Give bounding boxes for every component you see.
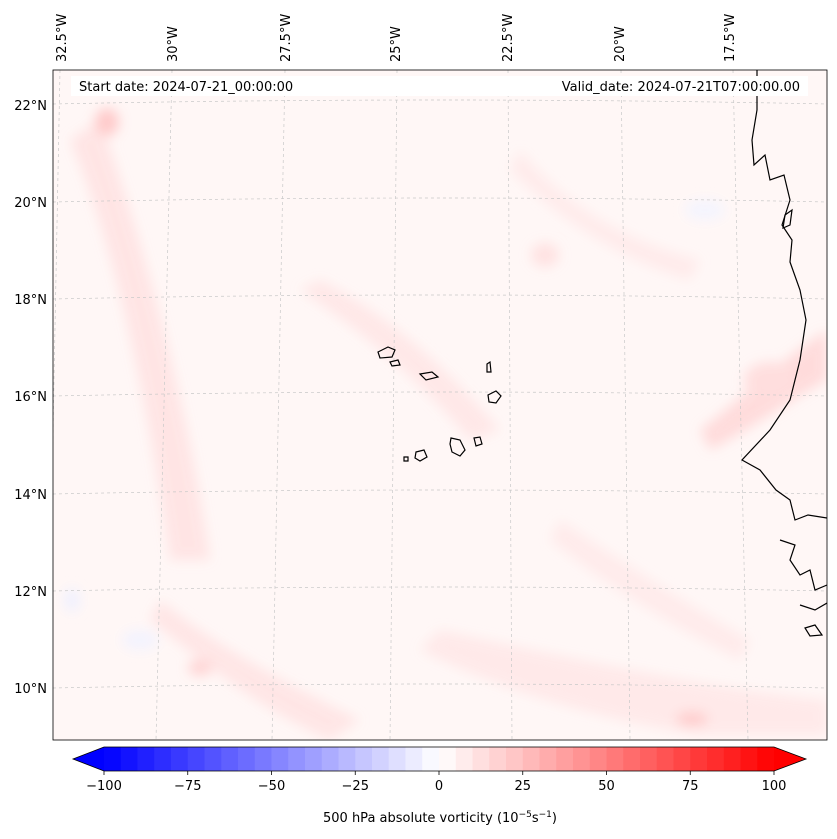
colorbar-cell xyxy=(338,747,356,771)
colorbar-tick-label: 0 xyxy=(435,779,443,794)
lat-label-22n: 22°N xyxy=(14,99,47,114)
colorbar-cell xyxy=(204,747,222,771)
colorbar-cell xyxy=(137,747,155,771)
longitude-labels: 32.5°W 30°W 27.5°W 25°W 22.5°W 20°W 17.5… xyxy=(55,14,738,62)
colorbar-cell xyxy=(104,747,122,771)
colorbar-cell xyxy=(187,747,206,771)
colorbar-cell xyxy=(439,747,457,771)
colorbar-cell xyxy=(506,747,524,771)
valid-date-text: Valid_date: 2024-07-21T07:00:00.00 xyxy=(562,80,800,95)
colorbar-tick-label: 25 xyxy=(514,779,531,794)
lat-label-18n: 18°N xyxy=(14,293,47,308)
vorticity-field xyxy=(53,70,827,740)
lon-label-20w: 20°W xyxy=(613,26,628,62)
lat-label-14n: 14°N xyxy=(14,488,47,503)
colorbar-cell xyxy=(673,747,691,771)
colorbar-cell xyxy=(120,747,139,771)
colorbar-cell xyxy=(539,747,557,771)
colorbar-tick-label: 50 xyxy=(598,779,615,794)
colorbar-cell xyxy=(589,747,608,771)
colorbar-cell xyxy=(455,747,474,771)
colorbar-cell xyxy=(372,747,390,771)
colorbar-cell xyxy=(690,747,708,771)
colorbar-cell xyxy=(606,747,624,771)
colorbar-tick-label: −100 xyxy=(86,779,122,794)
colorbar-cell xyxy=(556,747,574,771)
colorbar-cell xyxy=(171,747,189,771)
coastline xyxy=(741,70,827,637)
colorbar-cell xyxy=(656,747,675,771)
gridlines xyxy=(53,70,827,740)
colorbar-cell xyxy=(238,747,256,771)
colorbar-cell xyxy=(422,747,440,771)
latitude-labels: 22°N 20°N 18°N 16°N 14°N 12°N 10°N xyxy=(14,99,47,697)
cabo-verde-islands xyxy=(377,346,502,462)
colorbar-cell xyxy=(288,747,306,771)
map-panel: Start date: 2024-07-21_00:00:00 Valid_da… xyxy=(14,14,828,741)
colorbar-label: 500 hPa absolute vorticity (10−5s−1) xyxy=(323,810,557,826)
colorbar-cell xyxy=(489,747,507,771)
colorbar-cell xyxy=(472,747,490,771)
colorbar-tick-label: −50 xyxy=(258,779,285,794)
colorbar-cell xyxy=(221,747,239,771)
colorbar-cell xyxy=(305,747,323,771)
lat-label-12n: 12°N xyxy=(14,585,47,600)
colorbar-cell xyxy=(740,747,758,771)
colorbar-cell xyxy=(405,747,423,771)
lon-label-32-5w: 32.5°W xyxy=(55,14,70,62)
lon-label-27-5w: 27.5°W xyxy=(279,14,294,62)
date-box xyxy=(71,76,808,96)
colorbar-cell xyxy=(154,747,172,771)
colorbar-cell xyxy=(723,747,742,771)
colorbar-cell xyxy=(522,747,541,771)
colorbar-cell xyxy=(623,747,641,771)
colorbar-extend-max xyxy=(774,747,806,771)
lon-label-22-5w: 22.5°W xyxy=(501,14,516,62)
colorbar-tick-label: −75 xyxy=(174,779,201,794)
lat-label-20n: 20°N xyxy=(14,196,47,211)
colorbar-cell xyxy=(355,747,373,771)
colorbar-tick-label: −25 xyxy=(342,779,369,794)
colorbar-cell xyxy=(271,747,289,771)
colorbar-extend-min xyxy=(73,747,104,771)
colorbar-ticks: −100 −75 −50 −25 0 25 50 75 100 xyxy=(86,771,786,794)
start-date-text: Start date: 2024-07-21_00:00:00 xyxy=(79,80,293,95)
lon-label-30w: 30°W xyxy=(166,26,181,62)
colorbar-cell xyxy=(254,747,273,771)
colorbar-cell xyxy=(757,747,775,771)
colorbar-cell xyxy=(707,747,725,771)
colorbar-tick-label: 75 xyxy=(682,779,699,794)
colorbar-tick-label: 100 xyxy=(762,779,787,794)
lon-label-17-5w: 17.5°W xyxy=(723,14,738,62)
colorbar-cell xyxy=(573,747,591,771)
lon-label-25w: 25°W xyxy=(389,26,404,62)
lat-label-10n: 10°N xyxy=(14,682,47,697)
colorbar-cells xyxy=(104,747,775,771)
map-frame xyxy=(52,69,828,741)
colorbar-cell xyxy=(388,747,407,771)
colorbar: −100 −75 −50 −25 0 25 50 75 100 500 hPa absolute… xyxy=(71,746,808,826)
colorbar-cell xyxy=(640,747,658,771)
lat-label-16n: 16°N xyxy=(14,390,47,405)
colorbar-cell xyxy=(321,747,340,771)
